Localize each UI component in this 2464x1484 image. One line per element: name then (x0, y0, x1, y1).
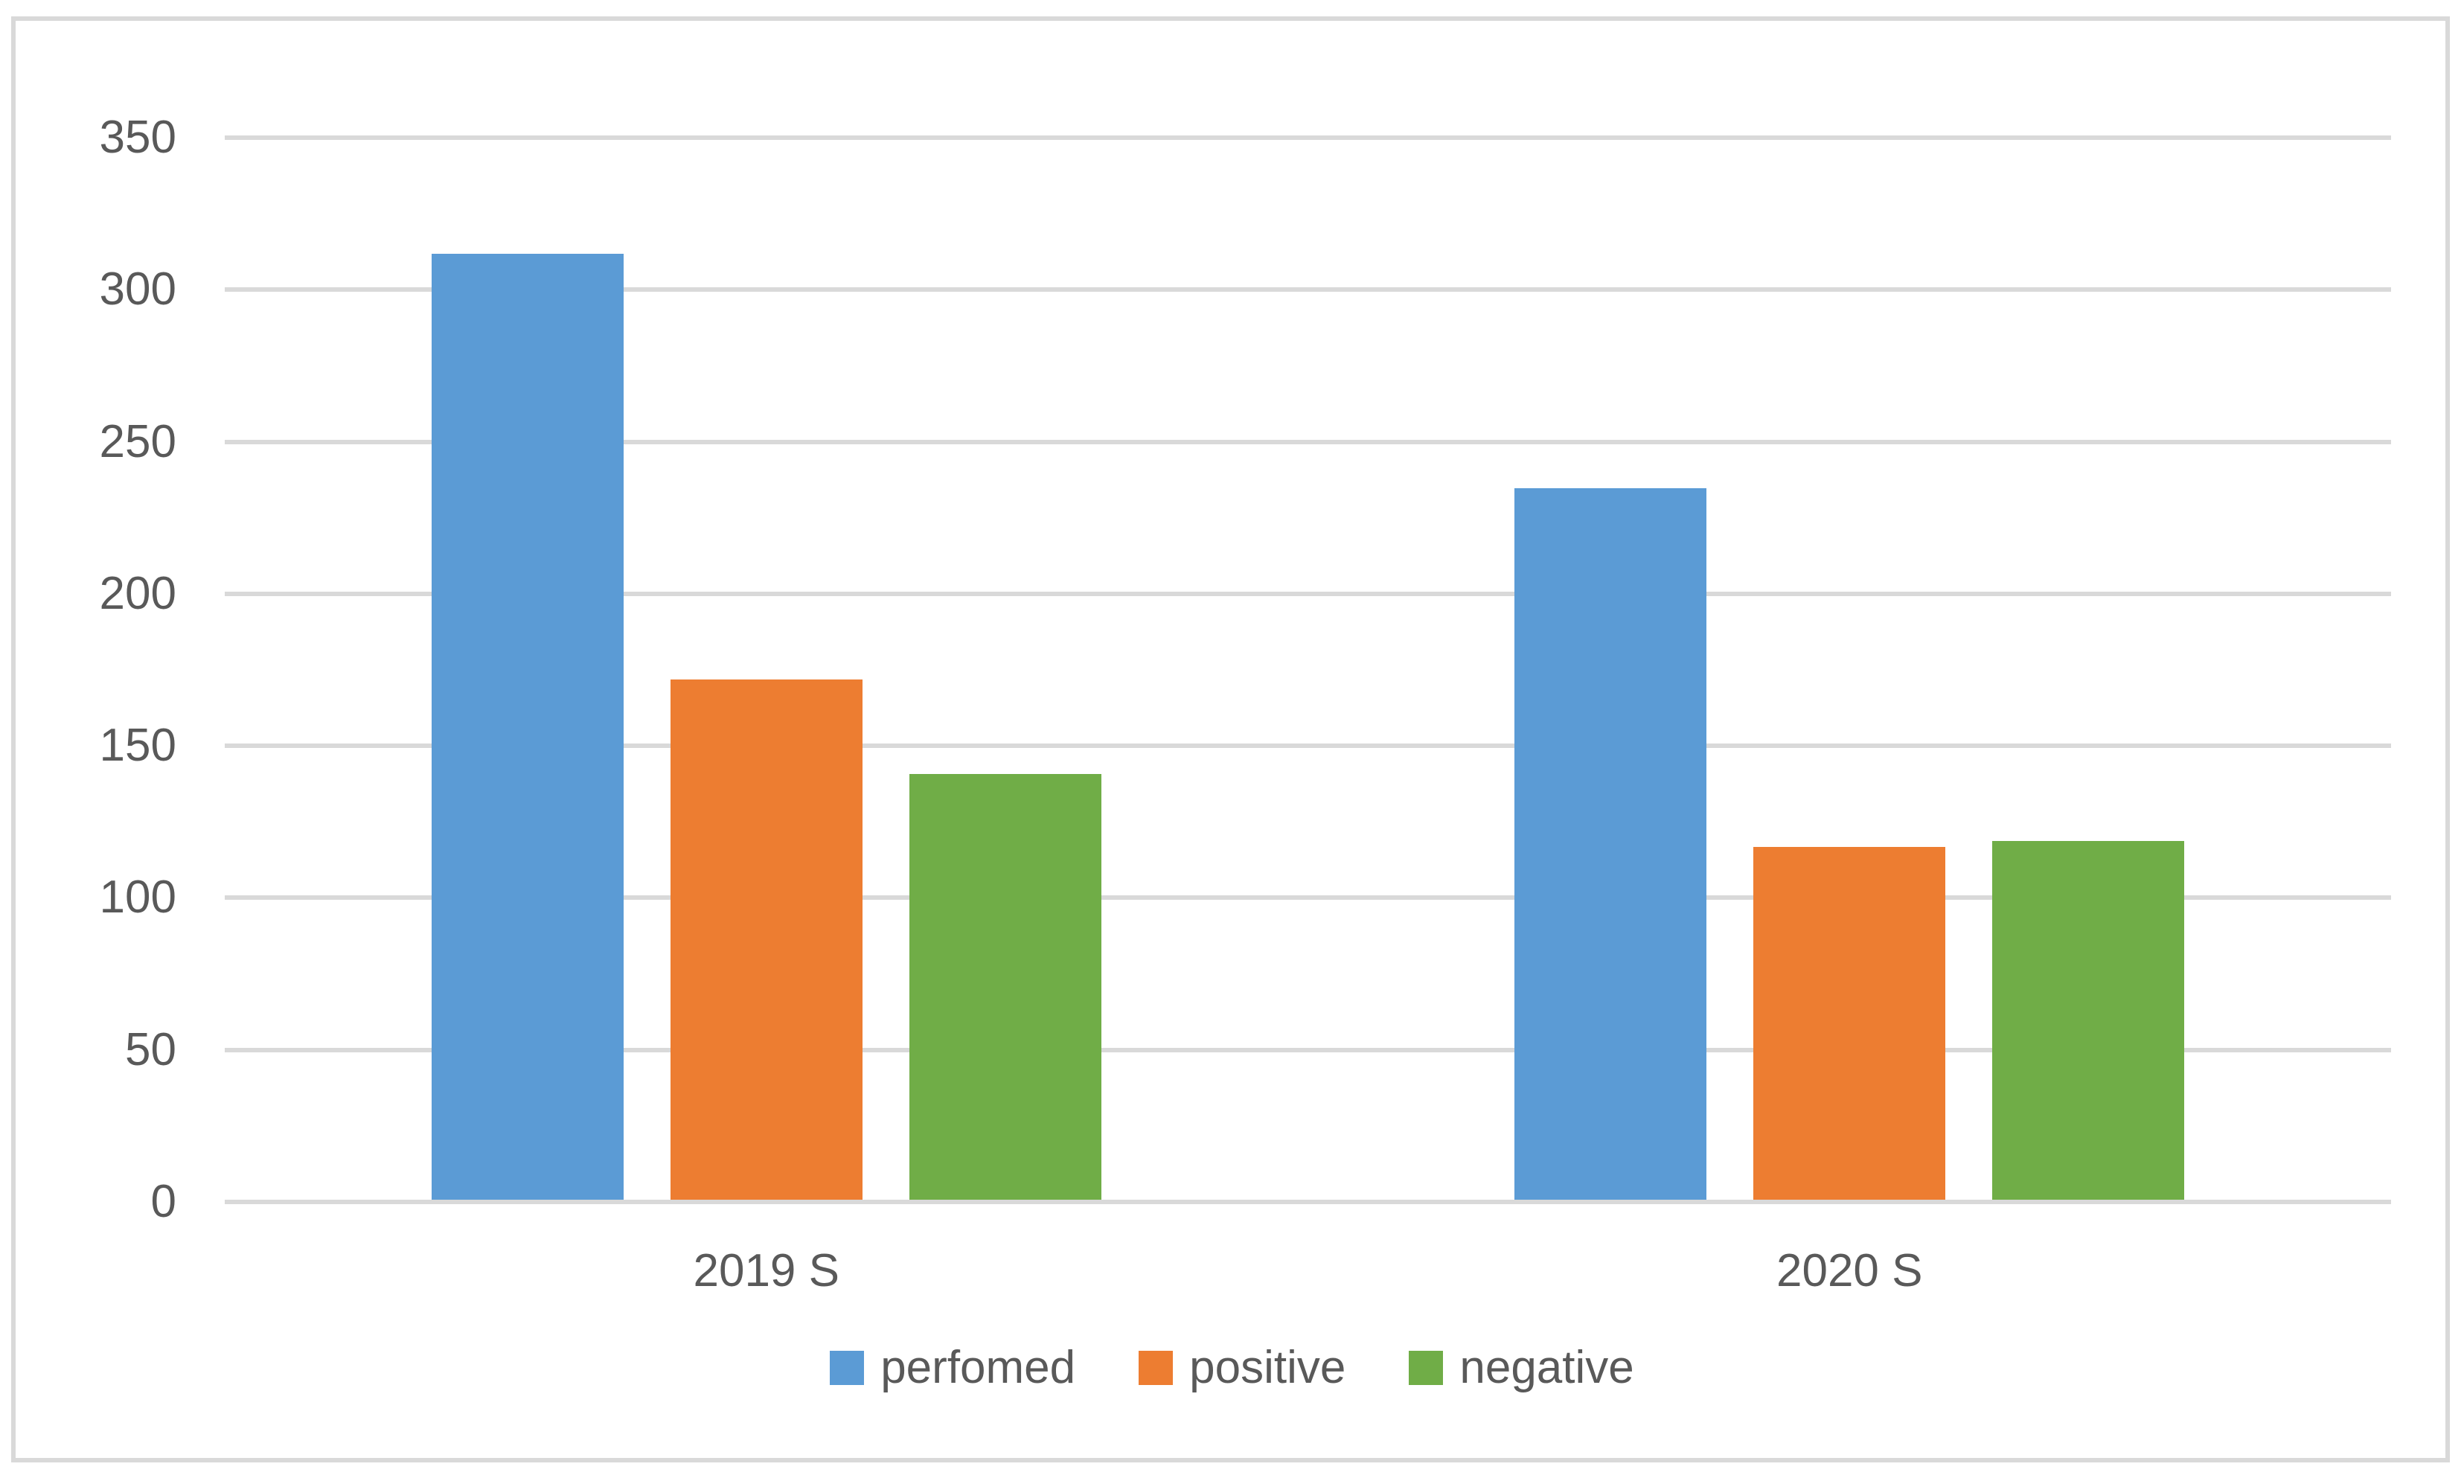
y-tick-label: 200 (99, 567, 176, 619)
legend-swatch-icon (830, 1351, 865, 1385)
y-tick-label: 100 (99, 871, 176, 924)
figure-border (11, 16, 2450, 1462)
gridline (225, 743, 2391, 749)
y-tick-label: 150 (99, 720, 176, 772)
plot-area (225, 135, 2391, 1204)
bar-negative-2020-s (1992, 840, 2185, 1200)
legend-swatch-icon (1139, 1351, 1174, 1385)
gridline (225, 895, 2391, 901)
category-label: 2019 S (693, 1245, 840, 1296)
gridline (225, 1047, 2391, 1052)
gridline (225, 287, 2391, 292)
legend: perfomed positive negative (0, 1341, 2464, 1395)
legend-swatch-icon (1409, 1351, 1444, 1385)
bar-perfomed-2020-s (1514, 487, 1707, 1200)
y-tick-label: 350 (99, 112, 176, 163)
y-tick-label: 0 (150, 1176, 176, 1227)
gridline (225, 439, 2391, 444)
gridline (225, 135, 2391, 140)
category-label: 2020 S (1776, 1245, 1923, 1296)
bar-perfomed-2019-s (431, 254, 624, 1200)
bar-positive-2019-s (670, 679, 863, 1200)
bar-negative-2019-s (909, 774, 1101, 1200)
legend-label: positive (1189, 1342, 1346, 1393)
gridline (225, 1200, 2391, 1204)
legend-item-positive: positive (1139, 1341, 1345, 1395)
gridline (225, 591, 2391, 596)
legend-label: negative (1459, 1342, 1634, 1393)
bar-positive-2020-s (1753, 847, 1946, 1200)
legend-item-perfomed: perfomed (830, 1341, 1075, 1395)
y-tick-label: 250 (99, 415, 176, 467)
y-tick-label: 50 (125, 1023, 176, 1075)
y-tick-label: 300 (99, 263, 176, 316)
legend-label: perfomed (880, 1342, 1076, 1393)
legend-item-negative: negative (1409, 1341, 1634, 1395)
